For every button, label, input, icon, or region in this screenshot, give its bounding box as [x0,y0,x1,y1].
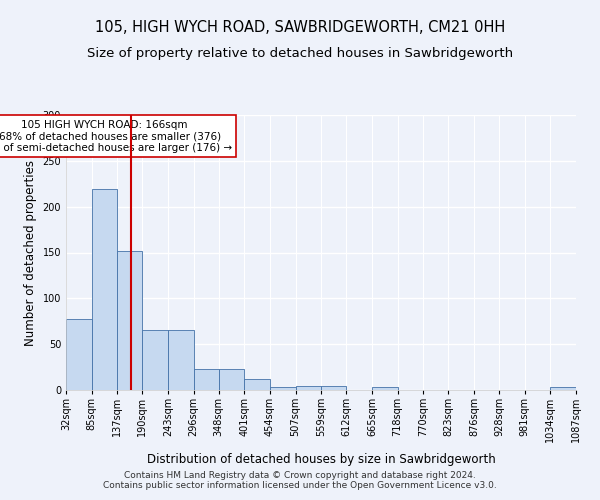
Text: 105, HIGH WYCH ROAD, SAWBRIDGEWORTH, CM21 0HH: 105, HIGH WYCH ROAD, SAWBRIDGEWORTH, CM2… [95,20,505,35]
Text: 105 HIGH WYCH ROAD: 166sqm
← 68% of detached houses are smaller (376)
32% of sem: 105 HIGH WYCH ROAD: 166sqm ← 68% of deta… [0,120,232,153]
Bar [321,386,346,390]
Bar [117,250,142,390]
Bar [372,387,398,390]
Bar [270,387,296,390]
Bar [142,330,168,390]
Bar [168,330,194,390]
Bar [66,320,92,390]
Text: Contains HM Land Registry data © Crown copyright and database right 2024.
Contai: Contains HM Land Registry data © Crown c… [103,470,497,490]
Bar [219,369,244,390]
Text: Size of property relative to detached houses in Sawbridgeworth: Size of property relative to detached ho… [87,48,513,60]
Bar [92,189,117,390]
X-axis label: Distribution of detached houses by size in Sawbridgeworth: Distribution of detached houses by size … [146,454,496,466]
Bar [244,379,270,390]
Bar [550,387,576,390]
Bar [296,386,321,390]
Y-axis label: Number of detached properties: Number of detached properties [24,160,37,346]
Bar [194,369,219,390]
